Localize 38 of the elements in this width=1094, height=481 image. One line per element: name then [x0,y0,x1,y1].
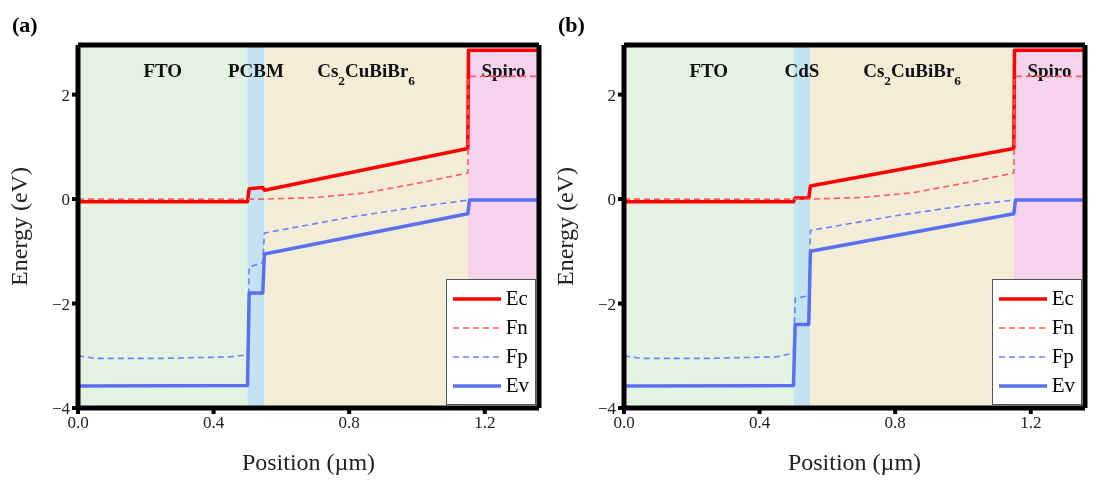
x-tick-label: 1.2 [1020,413,1042,433]
x-tick-label: 0.0 [67,413,89,433]
y-axis-title: Energy (eV) [5,167,32,286]
legend-label: Fp [505,344,528,369]
legend-label: Fp [1051,344,1074,369]
x-tick-label: 0.8 [338,413,360,433]
band-label: Cs$_{2}$CuBiBr$_{6}$ [317,60,416,88]
band-label: Spiro [481,60,526,81]
x-tick-label: 0.0 [613,413,635,433]
chart-title: (a) [12,12,38,38]
legend-label: Ec [1051,286,1074,311]
line-series [624,48,1085,204]
y-tick-label: 2 [61,85,70,105]
y-tick-label: −2 [51,294,70,314]
y-tick-label: 0 [61,190,70,210]
line-series [78,48,539,204]
x-tick-label: 0.4 [202,413,225,433]
x-tick-label: 0.8 [884,413,906,433]
legend-label: Ev [505,373,529,398]
band-label: FTO [143,60,183,81]
x-axis-title: Position (µm) [787,449,922,475]
band-label: Cs$_{2}$CuBiBr$_{6}$ [863,60,962,88]
y-tick-label: −2 [597,294,616,314]
band-label: CdS [784,60,820,81]
band-label: PCBM [227,60,284,81]
legend-label: Fn [1051,315,1074,340]
legend-label: Ev [1051,373,1075,398]
x-tick-label: 0.4 [748,413,771,433]
x-tick-label: 1.2 [474,413,496,433]
x-axis-title: Position (µm) [241,449,376,475]
y-axis-title: Energy (eV) [551,167,578,286]
chart-title: (b) [558,12,585,38]
band-label: Spiro [1027,60,1072,81]
y-tick-label: 2 [607,85,616,105]
y-tick-label: 0 [607,190,616,210]
legend-label: Fn [505,315,528,340]
band-label: FTO [689,60,729,81]
legend-label: Ec [505,286,528,311]
